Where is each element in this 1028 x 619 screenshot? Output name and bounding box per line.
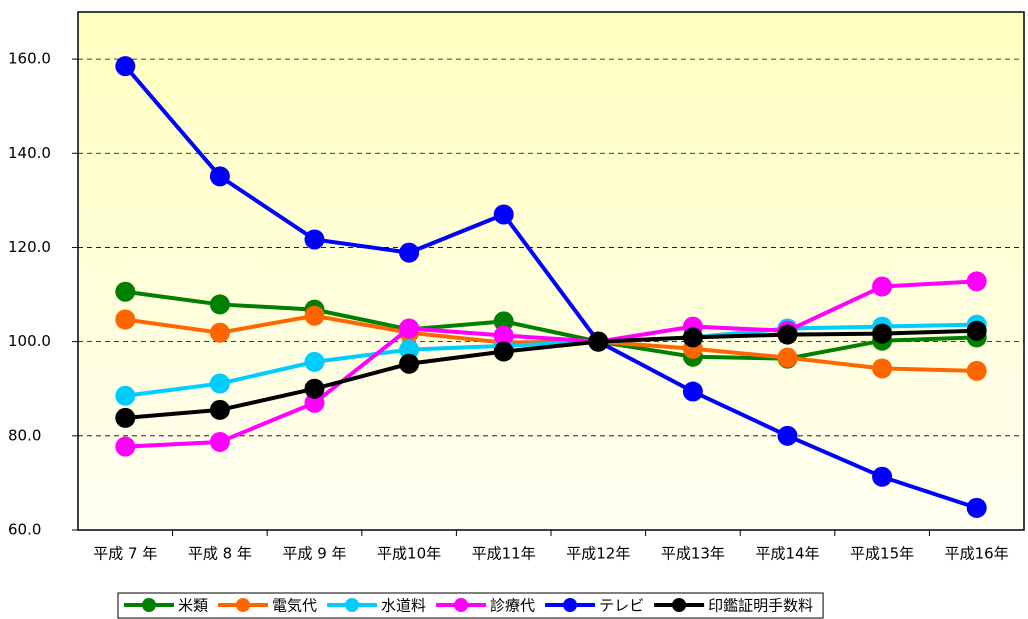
x-tick-label: 平成10年 [377,545,441,563]
plot-area [78,12,1024,530]
x-tick-label: 平成16年 [945,545,1009,563]
x-tick-label: 平成 8 年 [188,545,252,563]
point [209,399,230,420]
legend-label: テレビ [599,597,644,615]
x-tick-label: 平成 9 年 [282,545,346,563]
y-tick-label: 80.0 [8,426,41,444]
y-tick-label: 140.0 [8,144,51,162]
legend-marker [563,598,578,612]
point [493,204,514,225]
legend-label: 米類 [178,597,208,615]
x-tick-label: 平成15年 [850,545,914,563]
x-tick-label: 平成13年 [661,545,725,563]
x-tick-label: 平成12年 [566,545,630,563]
point [304,392,325,413]
point [115,407,136,428]
legend-marker [454,598,469,612]
x-tick-label: 平成11年 [472,545,536,563]
point [872,466,893,487]
point [304,305,325,326]
legend-marker [236,598,251,612]
point [588,331,609,352]
legend-label: 印鑑証明手数料 [708,597,813,615]
point [209,373,230,394]
series-line [125,322,977,398]
point [304,378,325,399]
legend-marker [345,598,360,612]
point [115,56,136,77]
point [493,311,514,332]
series-line [125,279,977,449]
point [399,339,420,360]
series-line [123,64,978,510]
legend-label: 電気代 [272,597,317,615]
plot-border [77,11,1025,531]
point [872,276,893,297]
point [493,325,514,346]
point [209,322,230,343]
point [115,385,136,406]
series-line [125,289,977,361]
point [115,436,136,457]
point [209,166,230,187]
point [209,431,230,452]
point [777,347,798,368]
legend-marker [672,598,687,612]
point [966,320,987,341]
point [777,425,798,446]
point [304,351,325,372]
y-tick-label: 120.0 [8,238,51,256]
series-line [125,328,977,420]
point [682,327,703,348]
point [399,318,420,339]
legend-label: 水道料 [381,597,426,615]
point [777,324,798,345]
x-tick-label: 平成 7 年 [93,545,157,563]
y-tick-label: 160.0 [8,50,51,68]
point [115,309,136,330]
legend: 米類 電気代 水道料 診療代 テレビ 印鑑証明手数料 [117,592,824,619]
point [399,242,420,263]
x-tick-label: 平成14年 [755,545,819,563]
point [115,281,136,302]
point [966,360,987,381]
point [872,323,893,344]
point [399,353,420,374]
point [966,497,987,518]
y-tick-label: 100.0 [8,332,51,350]
point [209,294,230,315]
legend-label: 診療代 [490,597,535,615]
point [493,341,514,362]
point [304,229,325,250]
point [682,381,703,402]
point [872,358,893,379]
point [966,271,987,292]
legend-marker [142,598,156,612]
y-tick-label: 60.0 [8,521,41,539]
